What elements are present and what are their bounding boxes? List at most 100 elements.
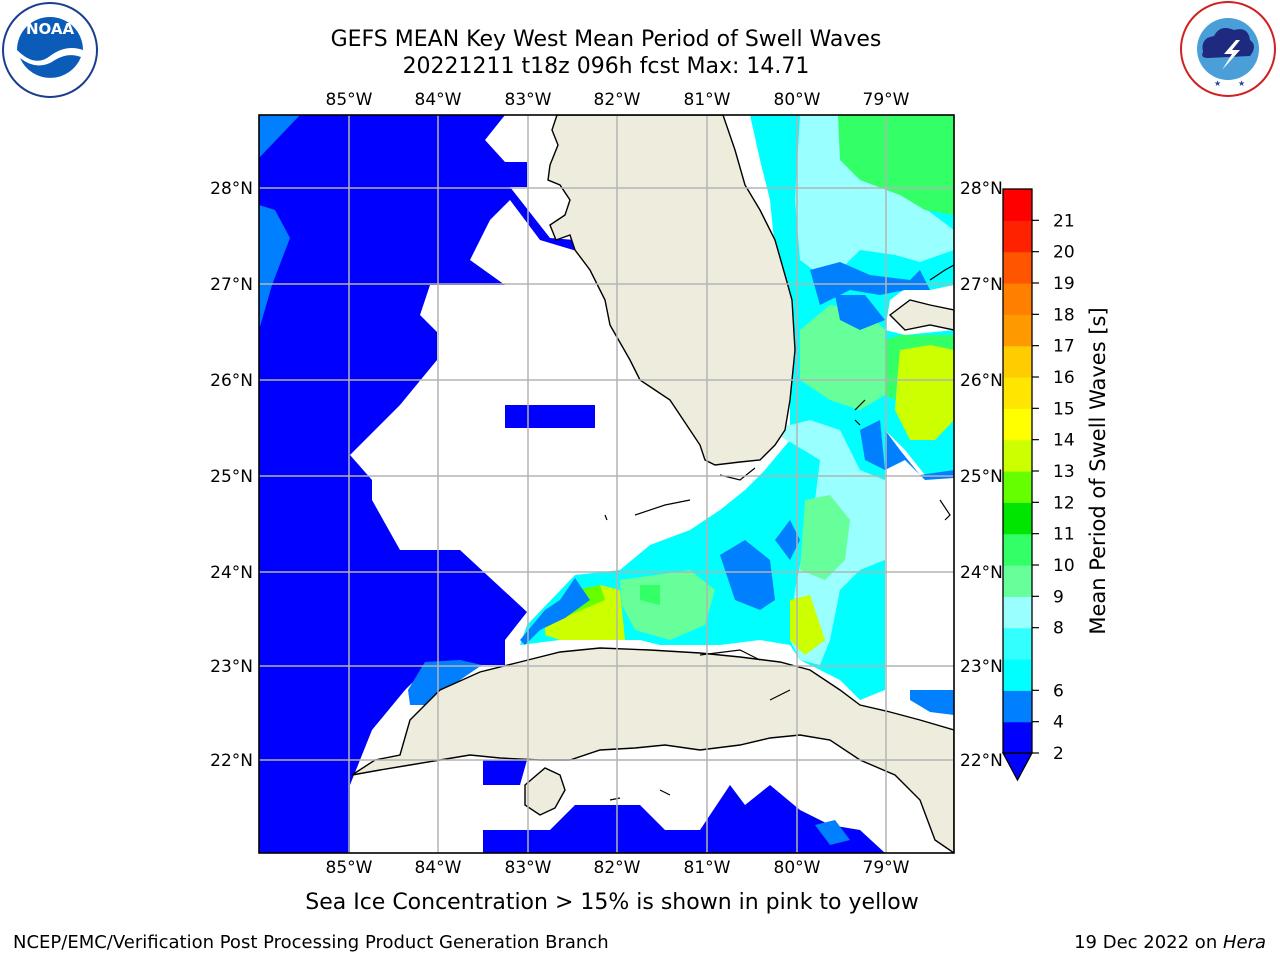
colorbar-swatch	[1003, 189, 1032, 221]
colorbar-swatch	[1003, 596, 1032, 629]
longitude-label-bottom: 85°W	[326, 858, 373, 878]
colorbar-under-extension	[1001, 752, 1034, 782]
colorbar-swatch	[1003, 690, 1032, 723]
swell-region-east-blue	[910, 690, 954, 715]
swell-patch	[505, 405, 595, 428]
colorbar-tick-label: 10	[1053, 556, 1075, 576]
colorbar-swatch	[1003, 345, 1032, 378]
colorbar-tick-label: 18	[1053, 305, 1075, 325]
longitude-label-bottom: 84°W	[415, 858, 462, 878]
svg-text:★: ★	[1214, 79, 1221, 88]
colorbar-swatch	[1003, 439, 1032, 472]
colorbar-tick-label: 21	[1053, 211, 1075, 231]
svg-text:★: ★	[1238, 79, 1245, 88]
latitude-label-left: 24°N	[210, 563, 253, 583]
colorbar-label: Mean Period of Swell Waves [s]	[1086, 307, 1110, 634]
swell-region-straits-blue	[860, 420, 885, 470]
colorbar-tick-label: 8	[1053, 619, 1064, 639]
latitude-label-left: 27°N	[210, 275, 253, 295]
swell-region-west-light	[408, 660, 482, 705]
colorbar-tick-label: 16	[1053, 368, 1075, 388]
latitude-label-right: 26°N	[960, 371, 1003, 391]
latitude-label-right: 25°N	[960, 467, 1003, 487]
nws-logo: ★ ★	[1180, 1, 1276, 97]
longitude-label-top: 84°W	[415, 90, 462, 110]
latitude-label-left: 23°N	[210, 657, 253, 677]
latitude-label-right: 24°N	[960, 563, 1003, 583]
land-keys	[604, 399, 866, 801]
map-tick-labels: 85°W 85°W 84°W 84°W 83°W 83°W 82°W 82°W 81°W 81°W…	[210, 90, 1003, 878]
map-plot-area	[259, 115, 954, 853]
map-gridlines	[259, 115, 954, 853]
swell-region-west-light	[259, 205, 290, 330]
swell-region-west	[259, 115, 585, 853]
swell-region-straits-yellow	[545, 585, 625, 640]
longitude-label-top: 83°W	[505, 90, 552, 110]
chart-subtitle: 20221211 t18z 096h fcst Max: 14.71	[402, 54, 810, 79]
swell-region-straits-yellow2	[790, 595, 825, 655]
colorbar-swatch	[1003, 659, 1032, 691]
latitude-label-right: 23°N	[960, 657, 1003, 677]
latitude-label-left: 25°N	[210, 467, 253, 487]
land-florida	[547, 115, 796, 466]
colorbar-swatch	[1003, 721, 1032, 754]
latitude-label-right: 22°N	[960, 751, 1003, 771]
longitude-label-bottom: 82°W	[594, 858, 641, 878]
sea-ice-caption: Sea Ice Concentration > 15% is shown in …	[305, 890, 919, 915]
swell-region-straits-blue	[775, 520, 800, 560]
colorbar-tick-label: 17	[1053, 337, 1075, 357]
swell-region-south	[483, 785, 885, 853]
colorbar-swatch	[1003, 220, 1032, 253]
longitude-label-top: 81°W	[684, 90, 731, 110]
footer-machine: Hera	[1222, 932, 1266, 953]
longitude-label-top: 82°W	[594, 90, 641, 110]
colorbar-tick-label: 2	[1053, 744, 1064, 764]
footer-date-text: 19 Dec 2022 on	[1074, 932, 1223, 953]
latitude-label-right: 28°N	[960, 179, 1003, 199]
swell-region-east-green3	[885, 335, 954, 400]
footer-credit: NCEP/EMC/Verification Post Processing Pr…	[13, 932, 609, 953]
swell-region-east-yellow	[895, 340, 954, 440]
land-bahamas	[929, 264, 954, 521]
longitude-label-top: 80°W	[774, 90, 821, 110]
latitude-label-left: 22°N	[210, 751, 253, 771]
noaa-logo: NOAA	[2, 2, 98, 98]
longitude-label-bottom: 81°W	[684, 858, 731, 878]
longitude-label-top: 85°W	[326, 90, 373, 110]
longitude-label-bottom: 79°W	[863, 858, 910, 878]
swell-region-straits-blue	[720, 540, 775, 610]
swell-region-east-blue	[885, 430, 954, 480]
colorbar-tick-label: 12	[1053, 493, 1075, 513]
chart-title: GEFS MEAN Key West Mean Period of Swell …	[330, 27, 882, 52]
swell-region-east-light	[795, 115, 954, 275]
swell-region-straits-green	[800, 495, 850, 580]
footer-date: 19 Dec 2022 on Hera	[1074, 932, 1266, 953]
colorbar-tick-label: 19	[1053, 274, 1075, 294]
colorbar-tick-label: 15	[1053, 399, 1075, 419]
latitude-label-right: 27°N	[960, 275, 1003, 295]
colorbar-swatch	[1003, 471, 1032, 503]
latitude-label-left: 26°N	[210, 371, 253, 391]
swell-region-straits-green3	[640, 585, 660, 605]
colorbar-swatch	[1003, 283, 1032, 315]
colorbar-swatch	[1003, 627, 1032, 660]
colorbar-tick-label: 6	[1053, 681, 1064, 701]
colorbar-tick-label: 14	[1053, 431, 1075, 451]
colorbar-tick-label: 11	[1053, 525, 1075, 545]
colorbar-swatch	[1003, 314, 1032, 347]
colorbar-tick-label: 4	[1053, 713, 1064, 733]
swell-region-south	[483, 760, 527, 785]
colorbar-tick-label: 13	[1053, 462, 1075, 482]
longitude-label-bottom: 83°W	[505, 858, 552, 878]
colorbar-swatch	[1003, 533, 1032, 566]
land-bahamas	[888, 299, 954, 331]
colorbar-tick-label: 9	[1053, 587, 1064, 607]
swell-region-east-blue	[835, 295, 885, 330]
longitude-label-top: 79°W	[863, 90, 910, 110]
colorbar: 21 20 19 18 17 16 15 14 13 12 11 10 9 8 6 4 2	[1001, 188, 1075, 782]
noaa-logo-text: NOAA	[26, 20, 75, 38]
longitude-label-bottom: 80°W	[774, 858, 821, 878]
colorbar-swatch	[1003, 502, 1032, 535]
swell-region-east-green	[838, 115, 954, 215]
